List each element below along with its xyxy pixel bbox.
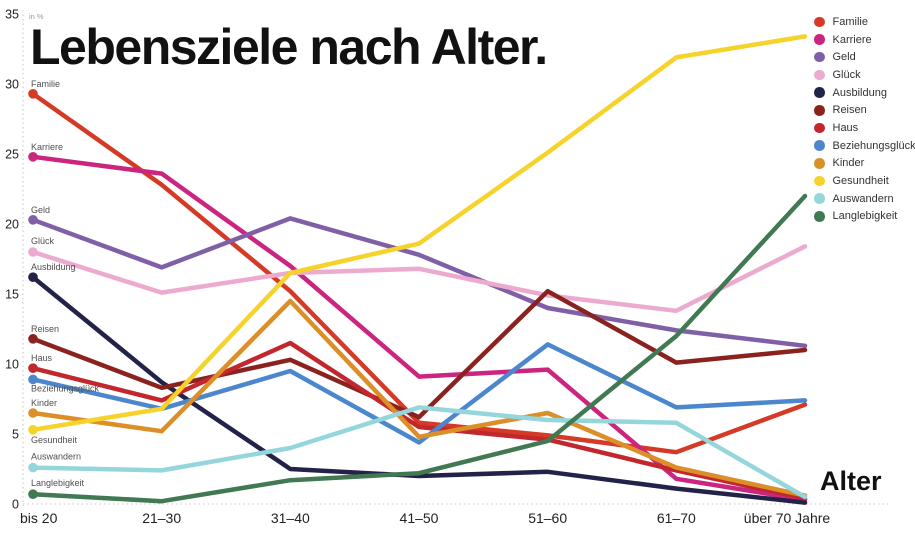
legend-item-kinder: Kinder (814, 155, 915, 173)
legend-dot (814, 122, 825, 134)
series-line-geld (30, 216, 808, 349)
series-line-kinder (30, 298, 808, 498)
series-start-label: Karriere (31, 142, 63, 152)
legend-dot (814, 140, 825, 151)
x-tick-label: 61–70 (657, 510, 696, 526)
series-line-langlebigkeit (30, 193, 808, 504)
legend-label: Reisen (832, 104, 867, 117)
legend-item-gesundheit: Gesundheit (814, 172, 915, 190)
legend-item-geld: Geld (814, 48, 915, 66)
series-start-dot (28, 152, 38, 162)
legend-item-familie: Familie (814, 13, 915, 31)
legend-label: Gesundheit (832, 175, 889, 188)
legend-dot (814, 175, 825, 187)
legend-label: Kinder (832, 157, 865, 170)
legend-label: Beziehungsglück (832, 139, 915, 152)
x-tick-label: 41–50 (400, 510, 439, 526)
legend-dot (814, 16, 825, 28)
legend-item-auswandern: Auswandern (814, 190, 915, 208)
y-tick-label: 30 (5, 78, 19, 92)
series-start-label: Familie (31, 79, 60, 89)
legend: Familie Karriere Geld Glück Ausbildung Reisen… (814, 13, 915, 225)
series-line-gesundheit (30, 34, 808, 433)
series-start-dot (28, 363, 38, 374)
legend-dot (814, 105, 825, 116)
y-axis-unit-label: in % (29, 12, 44, 21)
series-line-karriere (30, 154, 808, 503)
series-start-dot (28, 272, 38, 283)
x-tick-label: 51–60 (528, 510, 567, 526)
y-tick-label: 5 (12, 428, 19, 442)
y-tick-label: 0 (12, 498, 19, 512)
legend-label: Langlebigkeit (832, 210, 898, 223)
legend-item-glück: Glück (814, 66, 915, 84)
x-tick-label: über 70 Jahre (744, 510, 831, 526)
legend-item-karriere: Karriere (814, 31, 915, 49)
x-tick-label: 31–40 (271, 510, 310, 526)
series-start-label: Geld (31, 205, 50, 215)
series-start-label: Gesundheit (31, 435, 78, 445)
series-start-dot (28, 247, 38, 257)
legend-label: Karriere (832, 33, 872, 46)
legend-dot (814, 193, 825, 204)
series-start-label: Haus (31, 353, 53, 363)
series-start-label: Glück (31, 236, 55, 246)
series-start-label: Kinder (31, 398, 57, 408)
y-tick-label: 10 (5, 358, 19, 372)
series-start-dot (28, 489, 38, 500)
legend-dot (814, 211, 825, 222)
y-tick-label: 15 (5, 288, 19, 302)
legend-item-haus: Haus (814, 119, 915, 137)
legend-label: Auswandern (832, 192, 894, 205)
series-start-dot (28, 425, 38, 435)
legend-label: Geld (832, 51, 856, 64)
legend-dot (814, 51, 825, 63)
legend-item-langlebigkeit: Langlebigkeit (814, 208, 915, 226)
series-start-dot (28, 334, 38, 344)
legend-dot (814, 158, 825, 169)
legend-label: Haus (832, 121, 859, 134)
y-tick-label: 35 (5, 8, 19, 22)
series-line-reisen (30, 288, 808, 420)
series-start-label: Beziehungsglück (31, 383, 100, 393)
y-tick-label: 20 (5, 218, 19, 232)
legend-dot (814, 34, 825, 45)
series-start-dot (28, 408, 38, 418)
legend-dot (814, 87, 825, 98)
series-line-auswandern (30, 405, 808, 500)
series-line-glück (30, 244, 808, 314)
legend-label: Glück (832, 68, 861, 81)
legend-label: Ausbildung (832, 86, 887, 99)
legend-label: Familie (832, 15, 868, 28)
series-start-label: Ausbildung (31, 262, 76, 272)
legend-item-beziehungsglück: Beziehungsglück (814, 137, 915, 155)
chart-title: Lebensziele nach Alter. (30, 19, 548, 75)
series-line-ausbildung (30, 274, 808, 505)
series-start-label: Auswandern (31, 452, 81, 462)
legend-dot (814, 69, 825, 81)
series-start-dot (28, 374, 38, 385)
legend-item-ausbildung: Ausbildung (814, 84, 915, 102)
x-tick-label: 21–30 (142, 510, 181, 526)
series-line-haus (30, 340, 808, 501)
series-line-familie (30, 91, 808, 455)
y-tick-label: 25 (5, 148, 19, 162)
x-axis-title: Alter (820, 466, 882, 496)
series-start-label: Langlebigkeit (31, 478, 85, 488)
series-start-label: Reisen (31, 324, 59, 334)
x-tick-label: bis 20 (20, 510, 58, 526)
series-start-dot (28, 215, 38, 225)
series-start-dot (28, 462, 38, 473)
series-start-dot (28, 89, 38, 99)
legend-item-reisen: Reisen (814, 101, 915, 119)
